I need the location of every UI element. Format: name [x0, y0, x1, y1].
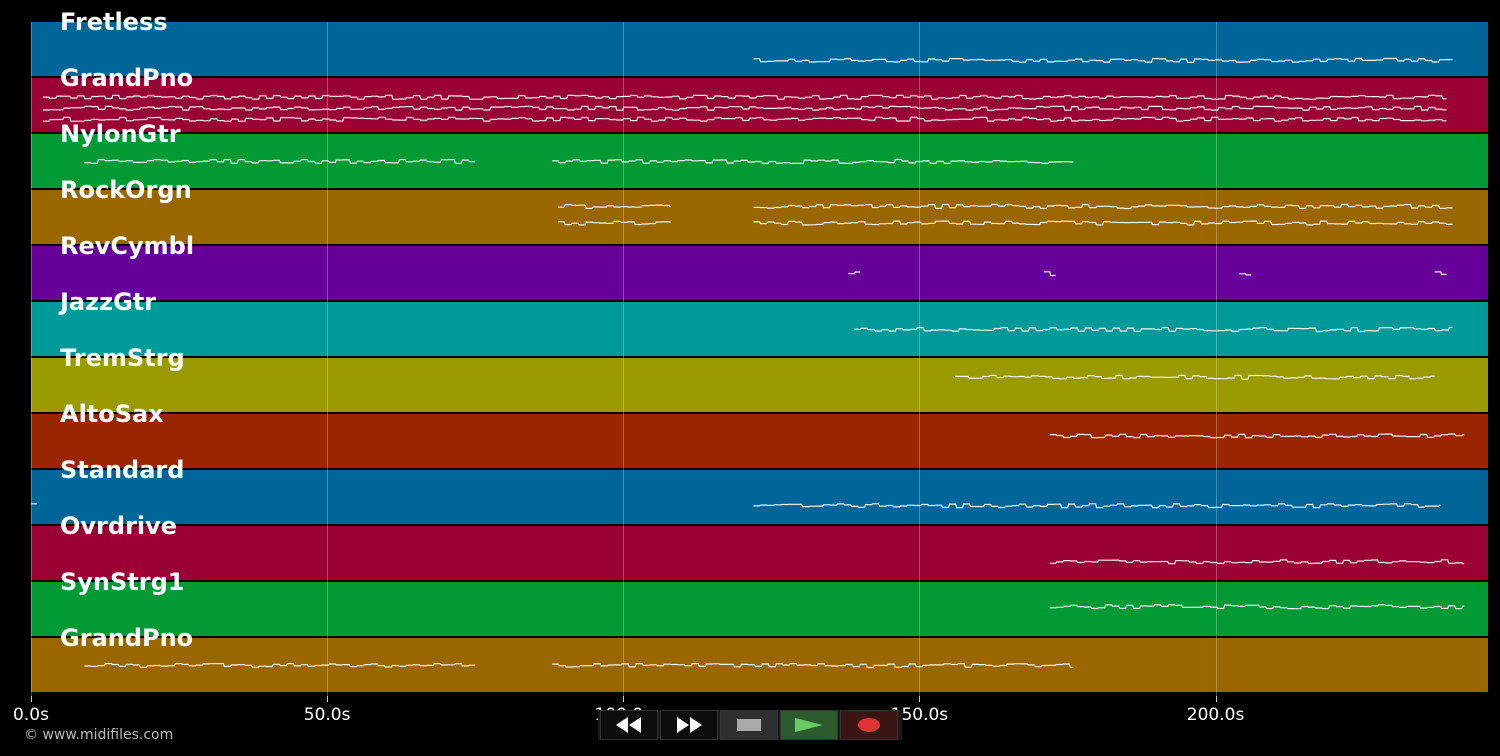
fast-forward-button[interactable] — [660, 710, 718, 740]
track-lane: SynStrg1 — [31, 568, 1488, 637]
rewind-button[interactable] — [600, 710, 658, 740]
track-name: GrandPno — [60, 64, 194, 92]
note-run — [1049, 559, 1465, 565]
note-run — [753, 203, 1453, 210]
track-name: TremStrg — [60, 344, 185, 372]
tick-mark — [31, 696, 32, 702]
track-notes — [955, 374, 1435, 380]
tick-label: 0.0s — [13, 705, 49, 725]
tick-mark — [919, 696, 921, 702]
track-notes — [848, 271, 1447, 277]
track-name: Fretless — [60, 8, 168, 36]
tick-mark — [1215, 696, 1217, 702]
record-button[interactable] — [840, 710, 898, 740]
track-notes — [42, 94, 1447, 122]
track-name: RevCymbl — [60, 232, 195, 260]
track-name: JazzGtr — [60, 288, 157, 316]
track-lane: RevCymbl — [31, 232, 1488, 301]
note-run — [1043, 271, 1056, 277]
track-lane: AltoSax — [31, 400, 1488, 469]
track-name: RockOrgn — [60, 176, 192, 204]
play-button[interactable] — [780, 710, 838, 740]
note-run — [1239, 273, 1252, 276]
note-run — [552, 158, 1074, 164]
track-name: NylonGtr — [60, 120, 181, 148]
note-run — [1434, 271, 1447, 275]
track-name: Standard — [60, 456, 185, 484]
note-run — [955, 374, 1435, 380]
track-notes — [1049, 604, 1465, 610]
note-run — [753, 503, 1441, 509]
track-lane: Ovrdrive — [31, 512, 1488, 581]
stop-button[interactable] — [720, 710, 778, 740]
note-run — [42, 94, 1447, 100]
copyright-text: © www.midifiles.com — [24, 727, 174, 743]
record-icon — [858, 718, 880, 732]
fast-forward-icon — [677, 717, 702, 733]
track-list: Fretless GrandPno NylonGtr RockOrgn RevCymbl… — [31, 8, 1488, 696]
track-notes — [1049, 433, 1465, 439]
play-icon — [795, 718, 823, 732]
note-run — [558, 204, 671, 209]
track-notes — [753, 57, 1453, 64]
note-run — [848, 271, 861, 275]
note-run — [1049, 604, 1465, 610]
note-run — [558, 220, 671, 226]
track-lane: GrandPno — [31, 64, 1488, 133]
note-run — [753, 57, 1453, 64]
tick-mark — [623, 696, 625, 702]
tick-label: 50.0s — [303, 705, 351, 725]
rewind-icon — [616, 717, 641, 733]
tick-label: 150.0s — [890, 705, 949, 725]
transport-bar — [598, 710, 902, 740]
note-run — [84, 663, 476, 668]
track-name: GrandPno — [60, 624, 194, 652]
track-name: SynStrg1 — [60, 568, 185, 596]
track-notes — [84, 663, 1074, 669]
note-run — [42, 105, 1447, 111]
track-notes — [1049, 559, 1465, 565]
track-lane: Fretless — [31, 8, 1488, 77]
note-run — [753, 220, 1453, 226]
track-lane: TremStrg — [31, 344, 1488, 413]
track-lane: JazzGtr — [31, 288, 1488, 357]
note-run — [42, 116, 1447, 122]
stop-icon — [737, 719, 761, 731]
track-name: AltoSax — [60, 400, 164, 428]
track-lane: GrandPno — [31, 624, 1488, 693]
note-run — [84, 159, 476, 164]
note-run — [854, 326, 1453, 333]
track-name: Ovrdrive — [60, 512, 178, 540]
track-notes — [854, 326, 1453, 333]
track-lane: Standard — [31, 456, 1488, 525]
track-notes — [558, 203, 1453, 226]
track-notes — [31, 503, 1441, 509]
tick-label: 200.0s — [1186, 705, 1245, 725]
track-lane: NylonGtr — [31, 120, 1488, 189]
note-run — [552, 663, 1074, 669]
tick-mark — [327, 696, 329, 702]
note-run — [1049, 433, 1465, 439]
track-notes — [84, 158, 1074, 164]
track-lane: RockOrgn — [31, 176, 1488, 245]
